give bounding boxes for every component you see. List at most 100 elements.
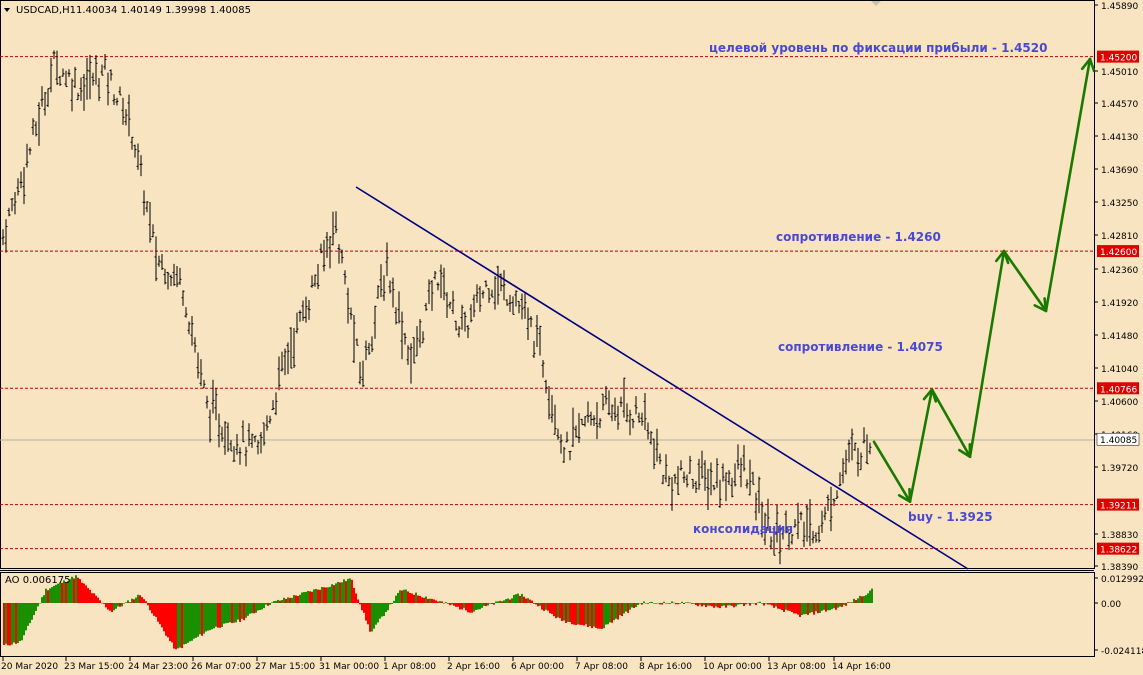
ao-bar: [387, 603, 389, 611]
time-tick-label: 1 Apr 08:00: [383, 662, 436, 672]
ao-bar: [441, 601, 443, 603]
ao-bar: [475, 603, 477, 611]
ao-bar: [739, 603, 741, 605]
ao-bar: [23, 603, 25, 636]
ao-bar: [753, 603, 755, 604]
price-bar: [652, 438, 656, 470]
price-bar: [838, 472, 842, 487]
chart-shift-marker-icon[interactable]: [871, 1, 881, 6]
ao-bar: [167, 603, 169, 638]
price-bar: [34, 121, 38, 137]
price-bar: [679, 460, 683, 471]
price-bar: [181, 290, 185, 306]
price-bar: [298, 310, 302, 322]
price-bar: [697, 458, 701, 490]
price-bar: [496, 265, 500, 305]
ao-bar: [473, 603, 475, 612]
price-bar: [1, 229, 5, 246]
price-bar: [232, 446, 236, 462]
forecast-arrow[interactable]: [1002, 249, 1048, 313]
price-bar: [205, 395, 209, 409]
price-bar: [100, 64, 104, 76]
price-bar: [793, 519, 797, 528]
ao-tick-label: 0.00: [1101, 600, 1121, 610]
ao-bar: [293, 595, 295, 603]
ao-bar: [737, 603, 739, 605]
ao-bar: [217, 603, 219, 628]
price-bar: [115, 97, 119, 106]
price-tick-label: 1.43250: [1101, 199, 1138, 209]
ao-bar: [733, 603, 735, 608]
ao-bar: [555, 603, 557, 619]
price-bar: [367, 342, 371, 355]
price-bar: [109, 69, 113, 81]
ao-bar: [659, 603, 661, 605]
price-tick-label: 1.41480: [1101, 332, 1138, 342]
ao-bar: [189, 603, 191, 642]
ao-bar: [571, 603, 573, 625]
ao-bar: [565, 603, 567, 623]
ao-bar: [771, 603, 773, 606]
ao-bar: [67, 581, 69, 603]
price-bar: [127, 94, 131, 137]
ao-bar: [623, 603, 625, 614]
resistance-2-annotation: сопротивление - 1.4075: [778, 340, 943, 354]
price-bar: [373, 305, 377, 339]
ao-bar: [331, 584, 333, 603]
price-bar: [28, 147, 32, 155]
price-bar: [757, 476, 761, 514]
price-bar: [340, 249, 344, 264]
price-bar: [739, 457, 743, 488]
ao-bar: [525, 598, 527, 603]
price-bar: [265, 415, 269, 431]
ao-bar: [797, 603, 799, 615]
ao-bar: [719, 603, 721, 609]
forecast-arrow[interactable]: [930, 388, 972, 459]
ao-bar: [497, 601, 499, 603]
price-bar: [52, 50, 56, 59]
ao-bar: [311, 591, 313, 603]
ao-bar: [793, 603, 795, 614]
main-panel-border: [0, 0, 1095, 569]
level-price-tag: [1097, 382, 1139, 395]
ao-bar: [265, 603, 267, 605]
ao-bar: [583, 603, 585, 626]
level-price-tag-label: 1.38622: [1100, 546, 1137, 556]
price-bar: [640, 412, 644, 426]
forecast-arrow[interactable]: [968, 249, 1010, 459]
price-bar: [850, 428, 854, 461]
price-bar: [175, 266, 179, 288]
ao-bar: [541, 603, 543, 610]
ao-bar: [193, 603, 195, 639]
ao-bar: [377, 603, 379, 623]
ao-bar: [267, 603, 269, 606]
ao-bar: [413, 594, 415, 603]
price-bar: [583, 416, 587, 427]
ao-bar: [123, 603, 125, 604]
price-bar: [319, 243, 323, 254]
forecast-arrow[interactable]: [1044, 57, 1096, 313]
ao-bar: [365, 603, 367, 621]
price-bar: [451, 290, 455, 315]
price-bar: [154, 236, 158, 282]
price-bar: [541, 359, 545, 378]
ao-bar: [683, 603, 685, 605]
price-bar: [862, 427, 866, 444]
ao-bar: [131, 598, 133, 603]
price-bar: [379, 264, 383, 298]
ao-bar: [833, 603, 835, 609]
ao-bar: [373, 603, 375, 629]
price-bar: [775, 504, 779, 543]
ao-bar: [817, 603, 819, 614]
ao-bar: [209, 603, 211, 631]
descending-trendline[interactable]: [355, 186, 969, 570]
ao-bar: [567, 603, 569, 622]
triangle-down-icon[interactable]: [4, 8, 10, 12]
ao-bar: [289, 597, 291, 603]
ao-bar: [713, 603, 715, 608]
time-tick-label: 8 Apr 16:00: [639, 662, 692, 672]
price-bar: [76, 92, 80, 101]
price-bar: [490, 289, 494, 298]
forecast-arrow[interactable]: [908, 388, 938, 503]
forecast-arrow[interactable]: [872, 440, 912, 503]
